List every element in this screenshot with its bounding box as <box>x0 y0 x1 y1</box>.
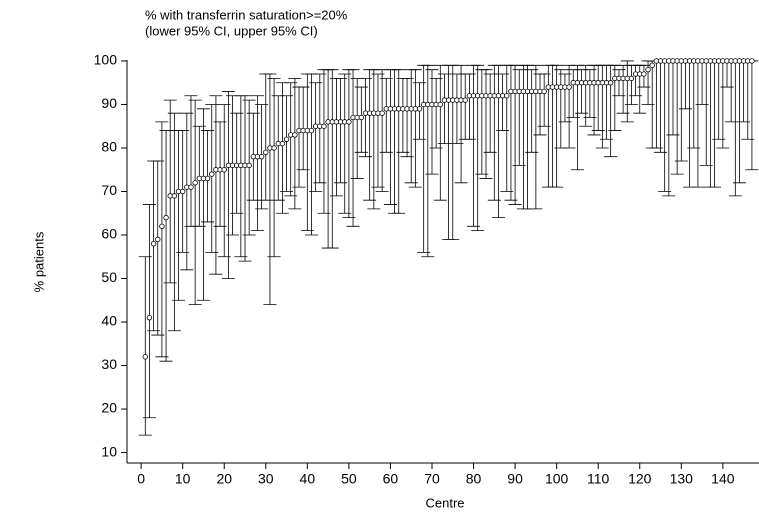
point <box>566 84 572 90</box>
point <box>607 80 614 86</box>
y-tick-label: 100 <box>94 52 118 68</box>
chart-subtitle: (lower 95% CI, upper 95% CI) <box>145 23 318 38</box>
point <box>171 193 178 199</box>
y-tick-label: 20 <box>101 400 117 416</box>
point <box>263 149 269 156</box>
error-bar <box>238 95 252 262</box>
y-tick-label: 30 <box>101 356 117 372</box>
point <box>246 162 252 169</box>
point <box>749 58 755 64</box>
error-bar <box>425 69 439 175</box>
error-bar <box>479 69 493 179</box>
y-tick-label: 60 <box>101 226 117 242</box>
x-tick-label: 30 <box>258 471 274 487</box>
point <box>358 114 365 121</box>
x-tick-label: 70 <box>424 471 440 487</box>
error-bar <box>392 69 406 214</box>
point <box>292 132 298 138</box>
x-tick-label: 50 <box>341 471 357 487</box>
point <box>150 241 157 247</box>
error-bar <box>620 60 634 123</box>
point <box>379 110 385 116</box>
y-tick-label: 90 <box>101 95 117 111</box>
error-bar <box>221 91 235 279</box>
x-tick-label: 90 <box>507 471 523 487</box>
x-tick-label: 120 <box>628 471 652 487</box>
error-bar <box>267 77 281 258</box>
y-tick-label: 40 <box>101 313 117 329</box>
point <box>221 167 227 173</box>
point <box>159 223 165 230</box>
error-bar <box>471 64 485 232</box>
point <box>649 62 655 69</box>
x-tick-label: 140 <box>711 471 735 487</box>
x-tick-label: 20 <box>216 471 232 487</box>
error-bar <box>408 69 422 188</box>
y-axis-label: % patients <box>31 231 46 292</box>
x-tick-label: 60 <box>383 471 399 487</box>
point <box>204 175 211 182</box>
y-tick-label: 50 <box>101 269 117 285</box>
x-axis-label: Centre <box>425 495 464 510</box>
point <box>437 101 443 108</box>
error-bar <box>250 95 264 232</box>
point <box>321 123 327 129</box>
error-bar <box>454 64 468 184</box>
x-tick-label: 10 <box>175 471 191 487</box>
point <box>146 314 153 321</box>
y-tick-label: 70 <box>101 182 117 198</box>
y-tick-label: 10 <box>101 443 117 459</box>
x-tick-label: 80 <box>466 471 482 487</box>
x-tick-label: 130 <box>670 471 694 487</box>
point <box>416 106 423 112</box>
x-tick-label: 40 <box>300 471 316 487</box>
chart-title: % with transferrin saturation>=20% <box>145 7 348 22</box>
y-tick-label: 80 <box>101 139 117 155</box>
error-bar <box>167 112 181 332</box>
error-bar <box>196 108 210 301</box>
error-bar <box>421 64 435 258</box>
x-tick-label: 100 <box>545 471 569 487</box>
error-bar <box>263 73 277 306</box>
point <box>271 145 277 151</box>
point <box>192 180 198 186</box>
point <box>279 140 286 147</box>
point <box>628 75 635 82</box>
point <box>258 153 265 160</box>
point <box>209 171 215 177</box>
error-bar <box>188 99 202 306</box>
point <box>504 93 510 99</box>
point <box>541 88 547 95</box>
point <box>346 119 352 125</box>
point <box>462 97 468 103</box>
point <box>188 184 194 190</box>
error-bar <box>209 95 223 275</box>
x-tick-label: 0 <box>137 471 145 487</box>
point <box>163 214 169 221</box>
point <box>283 136 290 142</box>
point <box>645 66 651 73</box>
error-bar <box>325 69 339 249</box>
point <box>308 127 315 134</box>
point <box>155 236 161 243</box>
x-tick-label: 110 <box>587 471 610 487</box>
point <box>179 188 186 195</box>
point <box>641 71 647 77</box>
error-bar <box>346 69 360 227</box>
point <box>142 354 148 360</box>
